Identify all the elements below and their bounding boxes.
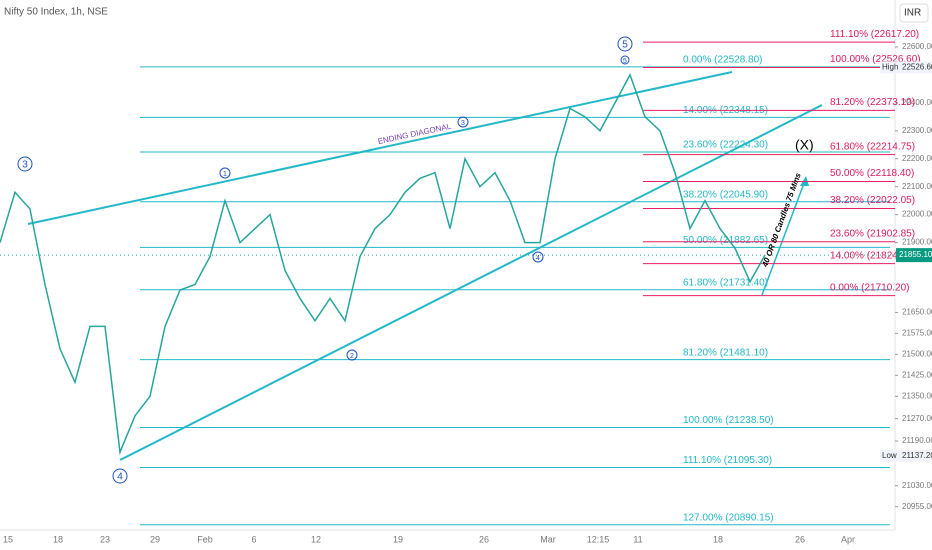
- wave-circle: [532, 251, 544, 263]
- price-axis: [895, 0, 932, 550]
- fib-label: 61.80% (21731.40): [683, 277, 768, 288]
- wave-label: 1: [223, 171, 227, 178]
- fib-label: 23.60% (21902.85): [830, 228, 915, 239]
- fib-label: 38.20% (22045.90): [683, 189, 768, 200]
- last-price: 21855.10: [899, 250, 932, 259]
- x-tick-label: 11: [633, 534, 642, 544]
- fib-label: 23.60% (22224.30): [683, 140, 768, 151]
- wave-label: 4: [536, 255, 540, 262]
- wave-circle: [17, 156, 33, 172]
- low-box: [880, 449, 932, 462]
- y-tick-label: 21030.00: [902, 481, 932, 490]
- fib-label: 14.00% (21824.50): [830, 250, 915, 261]
- currency[interactable]: INR: [904, 8, 921, 19]
- annotation: (X): [795, 137, 814, 153]
- fib-label: 100.00% (21238.50): [683, 415, 774, 426]
- fib-label: 0.00% (21710.20): [830, 282, 910, 293]
- wave-circle: [617, 36, 633, 52]
- fib-label: 38.20% (22022.05): [830, 195, 915, 206]
- low-name: Low: [882, 451, 897, 460]
- y-tick-label: 21575.00: [902, 329, 932, 338]
- wave-circle: [346, 349, 358, 361]
- y-tick-label: 22300.00: [902, 126, 932, 135]
- wave-label: 5: [623, 58, 627, 65]
- y-tick-label: 22600.00: [902, 42, 932, 51]
- high-value: 22526.60: [902, 63, 932, 72]
- x-tick-label: 12:15: [587, 534, 610, 544]
- x-tick-label: 12: [311, 534, 321, 544]
- last-price-box: [896, 248, 932, 263]
- wave-circle: [620, 55, 630, 65]
- x-tick-label: 18: [53, 534, 63, 544]
- y-tick-label: 21500.00: [902, 349, 932, 358]
- x-tick-label: 26: [479, 534, 489, 544]
- fib-label: 100.00% (22526.60): [830, 54, 921, 65]
- y-tick-label: 22100.00: [902, 182, 932, 191]
- wave-circle: [112, 468, 128, 484]
- x-tick-label: 23: [100, 534, 110, 544]
- wave-circle: [219, 167, 231, 179]
- y-tick-label: 21350.00: [902, 391, 932, 400]
- fib-label: 61.80% (22214.75): [830, 141, 915, 152]
- wave-label: 5: [622, 40, 628, 51]
- currency-box[interactable]: [899, 3, 929, 23]
- x-tick-label: Mar: [540, 534, 556, 544]
- fib-label: 111.10% (22617.20): [830, 29, 919, 40]
- wave-label: 3: [461, 120, 465, 127]
- y-tick-label: 21650.00: [902, 308, 932, 317]
- y-tick-label: 21900.00: [902, 238, 932, 247]
- y-tick-label: 21425.00: [902, 370, 932, 379]
- y-tick-label: 21190.00: [902, 436, 932, 445]
- fib-label: 81.20% (21481.10): [683, 347, 768, 358]
- wave-label: 4: [117, 472, 123, 483]
- x-tick-label: 26: [795, 534, 805, 544]
- fib-label: 50.00% (22118.40): [830, 168, 914, 179]
- x-tick-label: Feb: [197, 534, 213, 544]
- fib-label: 111.10% (21095.30): [683, 455, 772, 466]
- y-tick-label: 22400.00: [902, 98, 932, 107]
- high-box: [880, 61, 932, 74]
- y-tick-label: 20955.00: [902, 502, 932, 511]
- x-tick-label: 18: [713, 534, 723, 544]
- trendline: [119, 104, 823, 461]
- x-tick-label: 29: [150, 534, 160, 544]
- wave-circle: [457, 116, 469, 128]
- x-tick-label: 15: [3, 534, 13, 544]
- fib-label: 81.20% (22373.10): [830, 97, 915, 108]
- fib-label: 50.00% (21882.65): [683, 235, 768, 246]
- high-name: High: [882, 63, 898, 72]
- price-line: [0, 73, 766, 456]
- wave-label: 3: [22, 160, 28, 171]
- fib-label: 0.00% (22528.80): [683, 54, 763, 65]
- x-tick-label: 19: [393, 534, 403, 544]
- chart-title: Nifty 50 Index, 1h, NSE: [4, 7, 108, 18]
- arrow: [761, 177, 807, 296]
- trendline: [27, 71, 733, 225]
- fib-label: 127.00% (20890.15): [683, 512, 774, 523]
- y-tick-label: 21270.00: [902, 414, 932, 423]
- x-tick-label: 6: [251, 534, 256, 544]
- arrow-head: [800, 176, 809, 186]
- y-tick-label: 22000.00: [902, 210, 932, 219]
- low-value: 21137.20: [902, 451, 932, 460]
- y-tick-label: 22200.00: [902, 154, 932, 163]
- wave-label: 2: [350, 353, 354, 360]
- x-tick-label: Apr: [841, 534, 855, 544]
